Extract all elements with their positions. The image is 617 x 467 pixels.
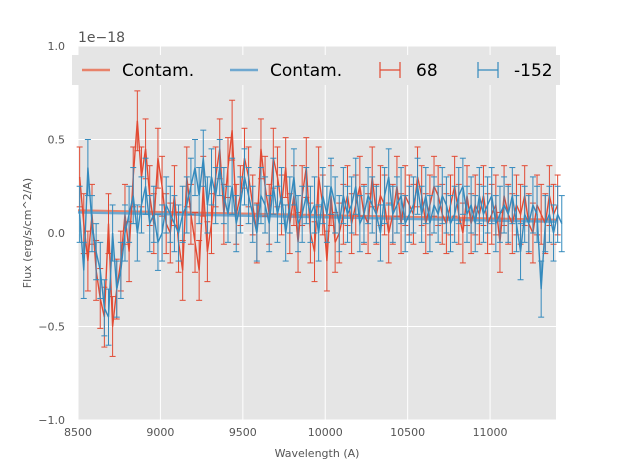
y-tick-label: −0.5 <box>38 321 65 334</box>
legend-label: Contam. <box>270 61 342 81</box>
y-tick-label: −1.0 <box>38 414 65 427</box>
y-axis-label: Flux (erg/s/cm^2/A) <box>21 178 34 288</box>
legend-label: 68 <box>416 61 438 81</box>
x-axis-label: Wavelength (A) <box>275 447 360 460</box>
y-tick-label: 0.0 <box>48 227 66 240</box>
tick-labels: 8500 9000 9500 10000 10500 11000 −1.0 −0.5 0.0 0.… <box>38 40 507 439</box>
legend-label: -152 <box>514 61 553 81</box>
series-line <box>78 158 563 318</box>
x-tick-label: 10000 <box>308 426 343 439</box>
series--152 <box>76 129 565 346</box>
data-series <box>76 90 565 357</box>
y-offset-label: 1e−18 <box>78 30 125 46</box>
legend: Contam. Contam. 68 -152 <box>72 55 560 85</box>
x-tick-label: 9500 <box>229 426 257 439</box>
y-tick-label: 0.5 <box>48 134 66 147</box>
x-tick-label: 11000 <box>473 426 508 439</box>
x-tick-label: 10500 <box>390 426 425 439</box>
series-line <box>78 120 559 327</box>
legend-label: Contam. <box>122 61 194 81</box>
y-tick-label: 1.0 <box>48 40 66 53</box>
x-tick-label: 8500 <box>64 426 92 439</box>
x-tick-label: 9000 <box>146 426 174 439</box>
